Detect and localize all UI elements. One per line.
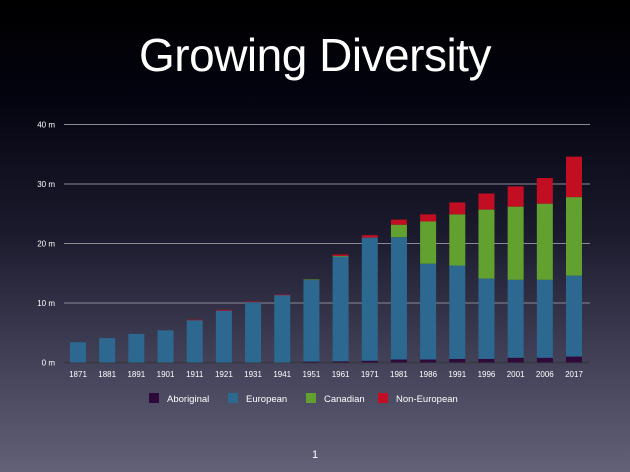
- bar-aboriginal-1971: [361, 360, 378, 363]
- bar-european-1986: [420, 263, 437, 360]
- x-tick-label: 2006: [536, 370, 554, 379]
- bar-canadian-1986: [420, 221, 437, 264]
- bar-non-european-1921: [215, 309, 232, 311]
- bar-european-1961: [332, 256, 349, 362]
- legend-swatch-european: [228, 393, 238, 403]
- bar-non-european-1911: [186, 319, 203, 321]
- x-tick-label: 1941: [273, 370, 291, 379]
- bar-canadian-1981: [390, 224, 407, 238]
- y-tick-label: 30 m: [37, 180, 55, 189]
- bar-european-1991: [449, 265, 466, 359]
- bar-european-1951: [303, 280, 320, 362]
- y-tick-label: 40 m: [37, 121, 55, 130]
- page-number: 1: [311, 449, 319, 461]
- x-tick-label: 1986: [419, 370, 437, 379]
- bar-european-1931: [245, 302, 262, 363]
- legend-swatch-aboriginal: [149, 393, 159, 403]
- bar-non-european-1931: [245, 301, 262, 303]
- x-tick-label: 1971: [361, 370, 379, 379]
- bar-aboriginal-2017: [566, 356, 582, 363]
- x-tick-label: 1981: [390, 370, 408, 379]
- bar-european-1971: [361, 237, 378, 361]
- x-tick-label: 1951: [303, 370, 321, 379]
- bar-non-european-1991: [449, 202, 466, 215]
- legend-label: Canadian: [324, 394, 365, 405]
- x-tick-label: 1991: [448, 370, 466, 379]
- legend-swatch-canadian: [306, 393, 316, 403]
- bar-european-1891: [128, 333, 145, 363]
- x-tick-label: 1911: [186, 370, 204, 379]
- bar-aboriginal-2006: [536, 357, 553, 363]
- y-tick-label: 0 m: [42, 359, 56, 368]
- bar-aboriginal-1961: [332, 361, 349, 363]
- bar-european-1921: [215, 310, 232, 363]
- x-tick-label: 2001: [507, 370, 525, 379]
- bar-non-european-1961: [332, 254, 349, 256]
- bar-canadian-1961: [332, 255, 349, 257]
- x-tick-label: 1921: [215, 370, 233, 379]
- legend-label: Non-European: [396, 394, 458, 405]
- bar-european-1941: [274, 294, 291, 363]
- bar-european-1871: [70, 342, 86, 363]
- bar-european-1996: [478, 278, 495, 359]
- bar-aboriginal-1996: [478, 358, 495, 363]
- x-tick-label: 1881: [98, 370, 116, 379]
- bar-aboriginal-1951: [303, 361, 320, 363]
- bar-aboriginal-2001: [507, 357, 524, 363]
- bar-european-1881: [99, 338, 116, 363]
- bar-european-1981: [390, 237, 407, 360]
- bar-european-1901: [157, 330, 174, 363]
- bar-european-2006: [536, 279, 553, 358]
- bar-canadian-2006: [536, 203, 553, 280]
- bar-european-2001: [507, 279, 524, 358]
- bar-canadian-1991: [449, 214, 466, 266]
- y-tick-label: 20 m: [37, 240, 55, 249]
- bar-aboriginal-1981: [390, 359, 407, 363]
- bar-non-european-1986: [420, 214, 437, 222]
- x-tick-label: 2017: [565, 370, 583, 379]
- legend-label: European: [246, 394, 287, 405]
- bar-canadian-2001: [507, 206, 524, 280]
- bar-european-1911: [186, 320, 203, 363]
- bar-canadian-1951: [303, 279, 320, 281]
- bar-non-european-2017: [566, 156, 582, 198]
- x-tick-label: 1891: [127, 370, 145, 379]
- bar-canadian-1996: [478, 209, 495, 279]
- bar-non-european-1941: [274, 294, 291, 296]
- x-tick-label: 1901: [157, 370, 175, 379]
- legend-label: Aboriginal: [167, 394, 209, 405]
- bar-aboriginal-1986: [420, 359, 437, 363]
- bar-non-european-2006: [536, 178, 553, 204]
- slide-title: Growing Diversity: [139, 29, 491, 81]
- x-tick-label: 1871: [69, 370, 87, 379]
- bar-non-european-1971: [361, 235, 378, 238]
- x-tick-label: 1931: [244, 370, 262, 379]
- bar-european-2017: [566, 275, 582, 357]
- y-tick-label: 10 m: [37, 299, 55, 308]
- x-tick-label: 1996: [478, 370, 496, 379]
- legend-swatch-non-european: [378, 393, 388, 403]
- bar-non-european-2001: [507, 186, 524, 207]
- bar-non-european-1996: [478, 193, 495, 210]
- bar-canadian-2017: [566, 197, 582, 276]
- bar-non-european-1981: [390, 219, 407, 225]
- bar-aboriginal-1991: [449, 358, 466, 363]
- x-tick-label: 1961: [332, 370, 350, 379]
